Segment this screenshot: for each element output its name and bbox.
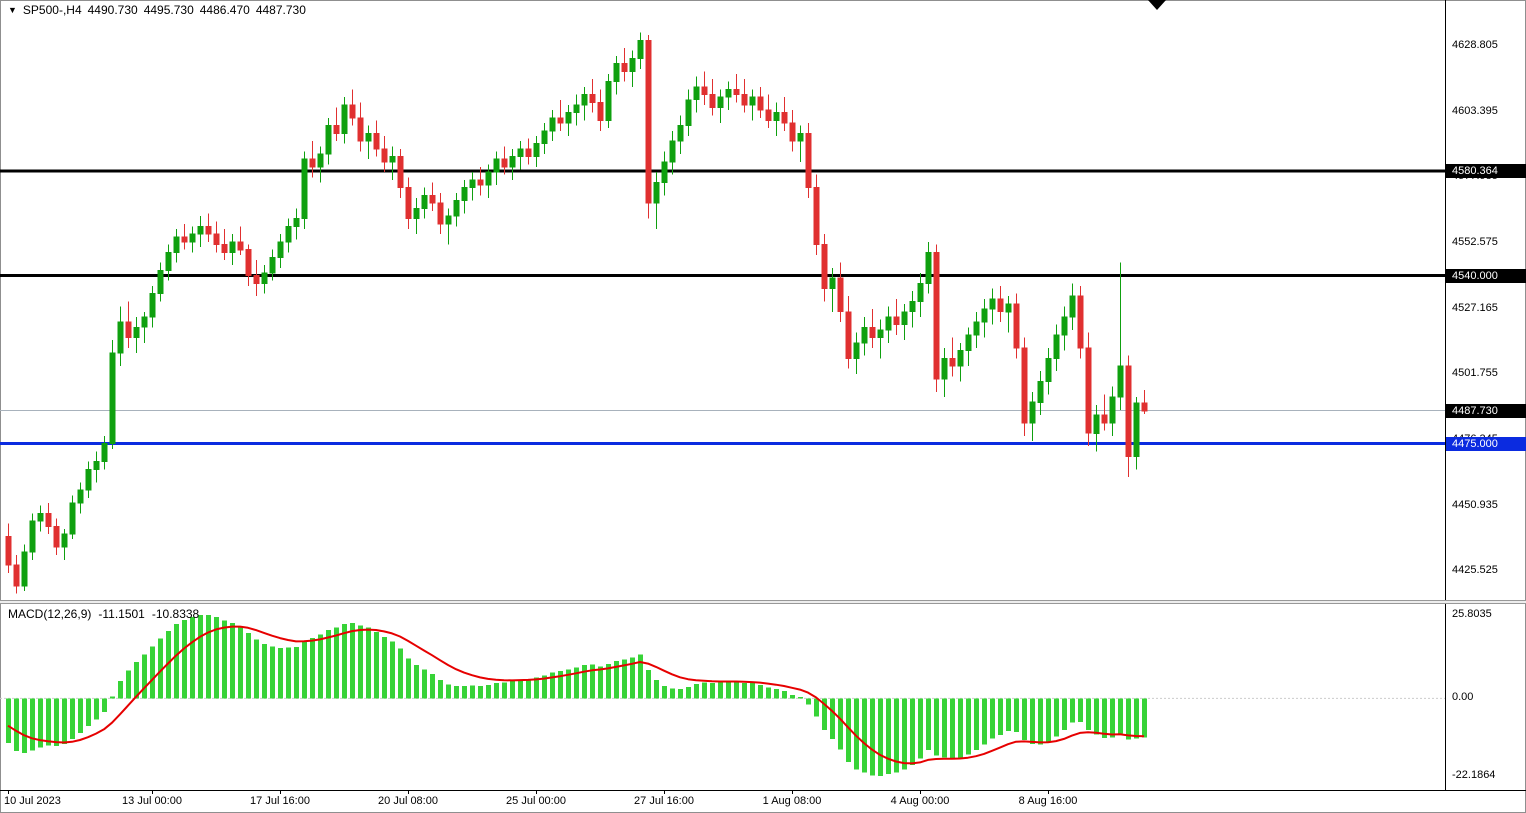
price-badge: 4487.730 <box>1446 403 1526 418</box>
time-axis-label: 1 Aug 08:00 <box>762 795 822 807</box>
price-scale-border <box>1445 0 1446 790</box>
price-tick-label: 4552.575 <box>1452 236 1498 249</box>
time-axis-label: 25 Jul 00:00 <box>506 795 566 807</box>
time-axis-label: 13 Jul 00:00 <box>122 795 182 807</box>
time-axis-tick <box>8 790 9 794</box>
time-axis-label: 20 Jul 08:00 <box>378 795 438 807</box>
time-axis-label: 10 Jul 2023 <box>4 795 61 807</box>
macd-indicator-label: MACD(12,26,9) -11.1501 -10.8338 <box>8 607 206 621</box>
ohlc-info: ▼ SP500-,H4 4490.730 4495.730 4486.470 4… <box>8 3 312 17</box>
price-tick-label: 4527.165 <box>1452 301 1498 314</box>
price-axis[interactable] <box>1446 0 1526 790</box>
panel-separator[interactable] <box>0 600 1526 604</box>
price-chart-canvas[interactable] <box>0 0 1445 600</box>
price-badge: 4540.000 <box>1446 268 1526 283</box>
macd-axis-min-label: -22.1864 <box>1452 769 1496 781</box>
candles-layer <box>5 32 1148 594</box>
time-axis-tick <box>920 790 921 794</box>
time-axis-tick <box>152 790 153 794</box>
time-axis-label: 27 Jul 16:00 <box>634 795 694 807</box>
symbol-dropdown-icon[interactable]: ▼ <box>8 4 17 15</box>
time-axis-border <box>0 790 1526 791</box>
time-axis-tick <box>664 790 665 794</box>
time-axis-tick <box>280 790 281 794</box>
chart-shift-marker-icon[interactable] <box>1148 0 1166 10</box>
price-tick-label: 4450.935 <box>1452 498 1498 511</box>
time-axis-label: 4 Aug 00:00 <box>890 795 950 807</box>
ohlc-open-value: 4490.730 <box>87 3 138 17</box>
macd-axis-max-label: 25.8035 <box>1452 608 1492 620</box>
ohlc-low-value: 4486.470 <box>199 3 250 17</box>
macd-title: MACD(12,26,9) <box>8 607 92 621</box>
macd-signal-value: -10.8338 <box>151 607 200 621</box>
time-axis-label: 8 Aug 16:00 <box>1018 795 1078 807</box>
time-axis-tick <box>1048 790 1049 794</box>
ohlc-close-value: 4487.730 <box>255 3 306 17</box>
ohlc-high-value: 4495.730 <box>143 3 194 17</box>
macd-axis-zero-label: 0.00 <box>1452 691 1474 704</box>
price-tick-label: 4425.525 <box>1452 564 1498 577</box>
time-axis-tick <box>408 790 409 794</box>
price-badge: 4580.364 <box>1446 164 1526 179</box>
macd-histogram <box>6 615 1147 776</box>
time-axis-label: 17 Jul 16:00 <box>250 795 310 807</box>
price-badge: 4475.000 <box>1446 436 1526 451</box>
price-tick-label: 4501.755 <box>1452 367 1498 380</box>
time-axis-tick <box>792 790 793 794</box>
price-tick-label: 4628.805 <box>1452 38 1498 51</box>
macd-main-value: -11.1501 <box>98 607 145 621</box>
time-axis-tick <box>536 790 537 794</box>
price-tick-label: 4603.395 <box>1452 104 1498 117</box>
macd-signal-line <box>7 625 1145 765</box>
symbol-timeframe-label: SP500-,H4 <box>22 3 82 17</box>
macd-indicator-canvas[interactable] <box>0 605 1445 790</box>
